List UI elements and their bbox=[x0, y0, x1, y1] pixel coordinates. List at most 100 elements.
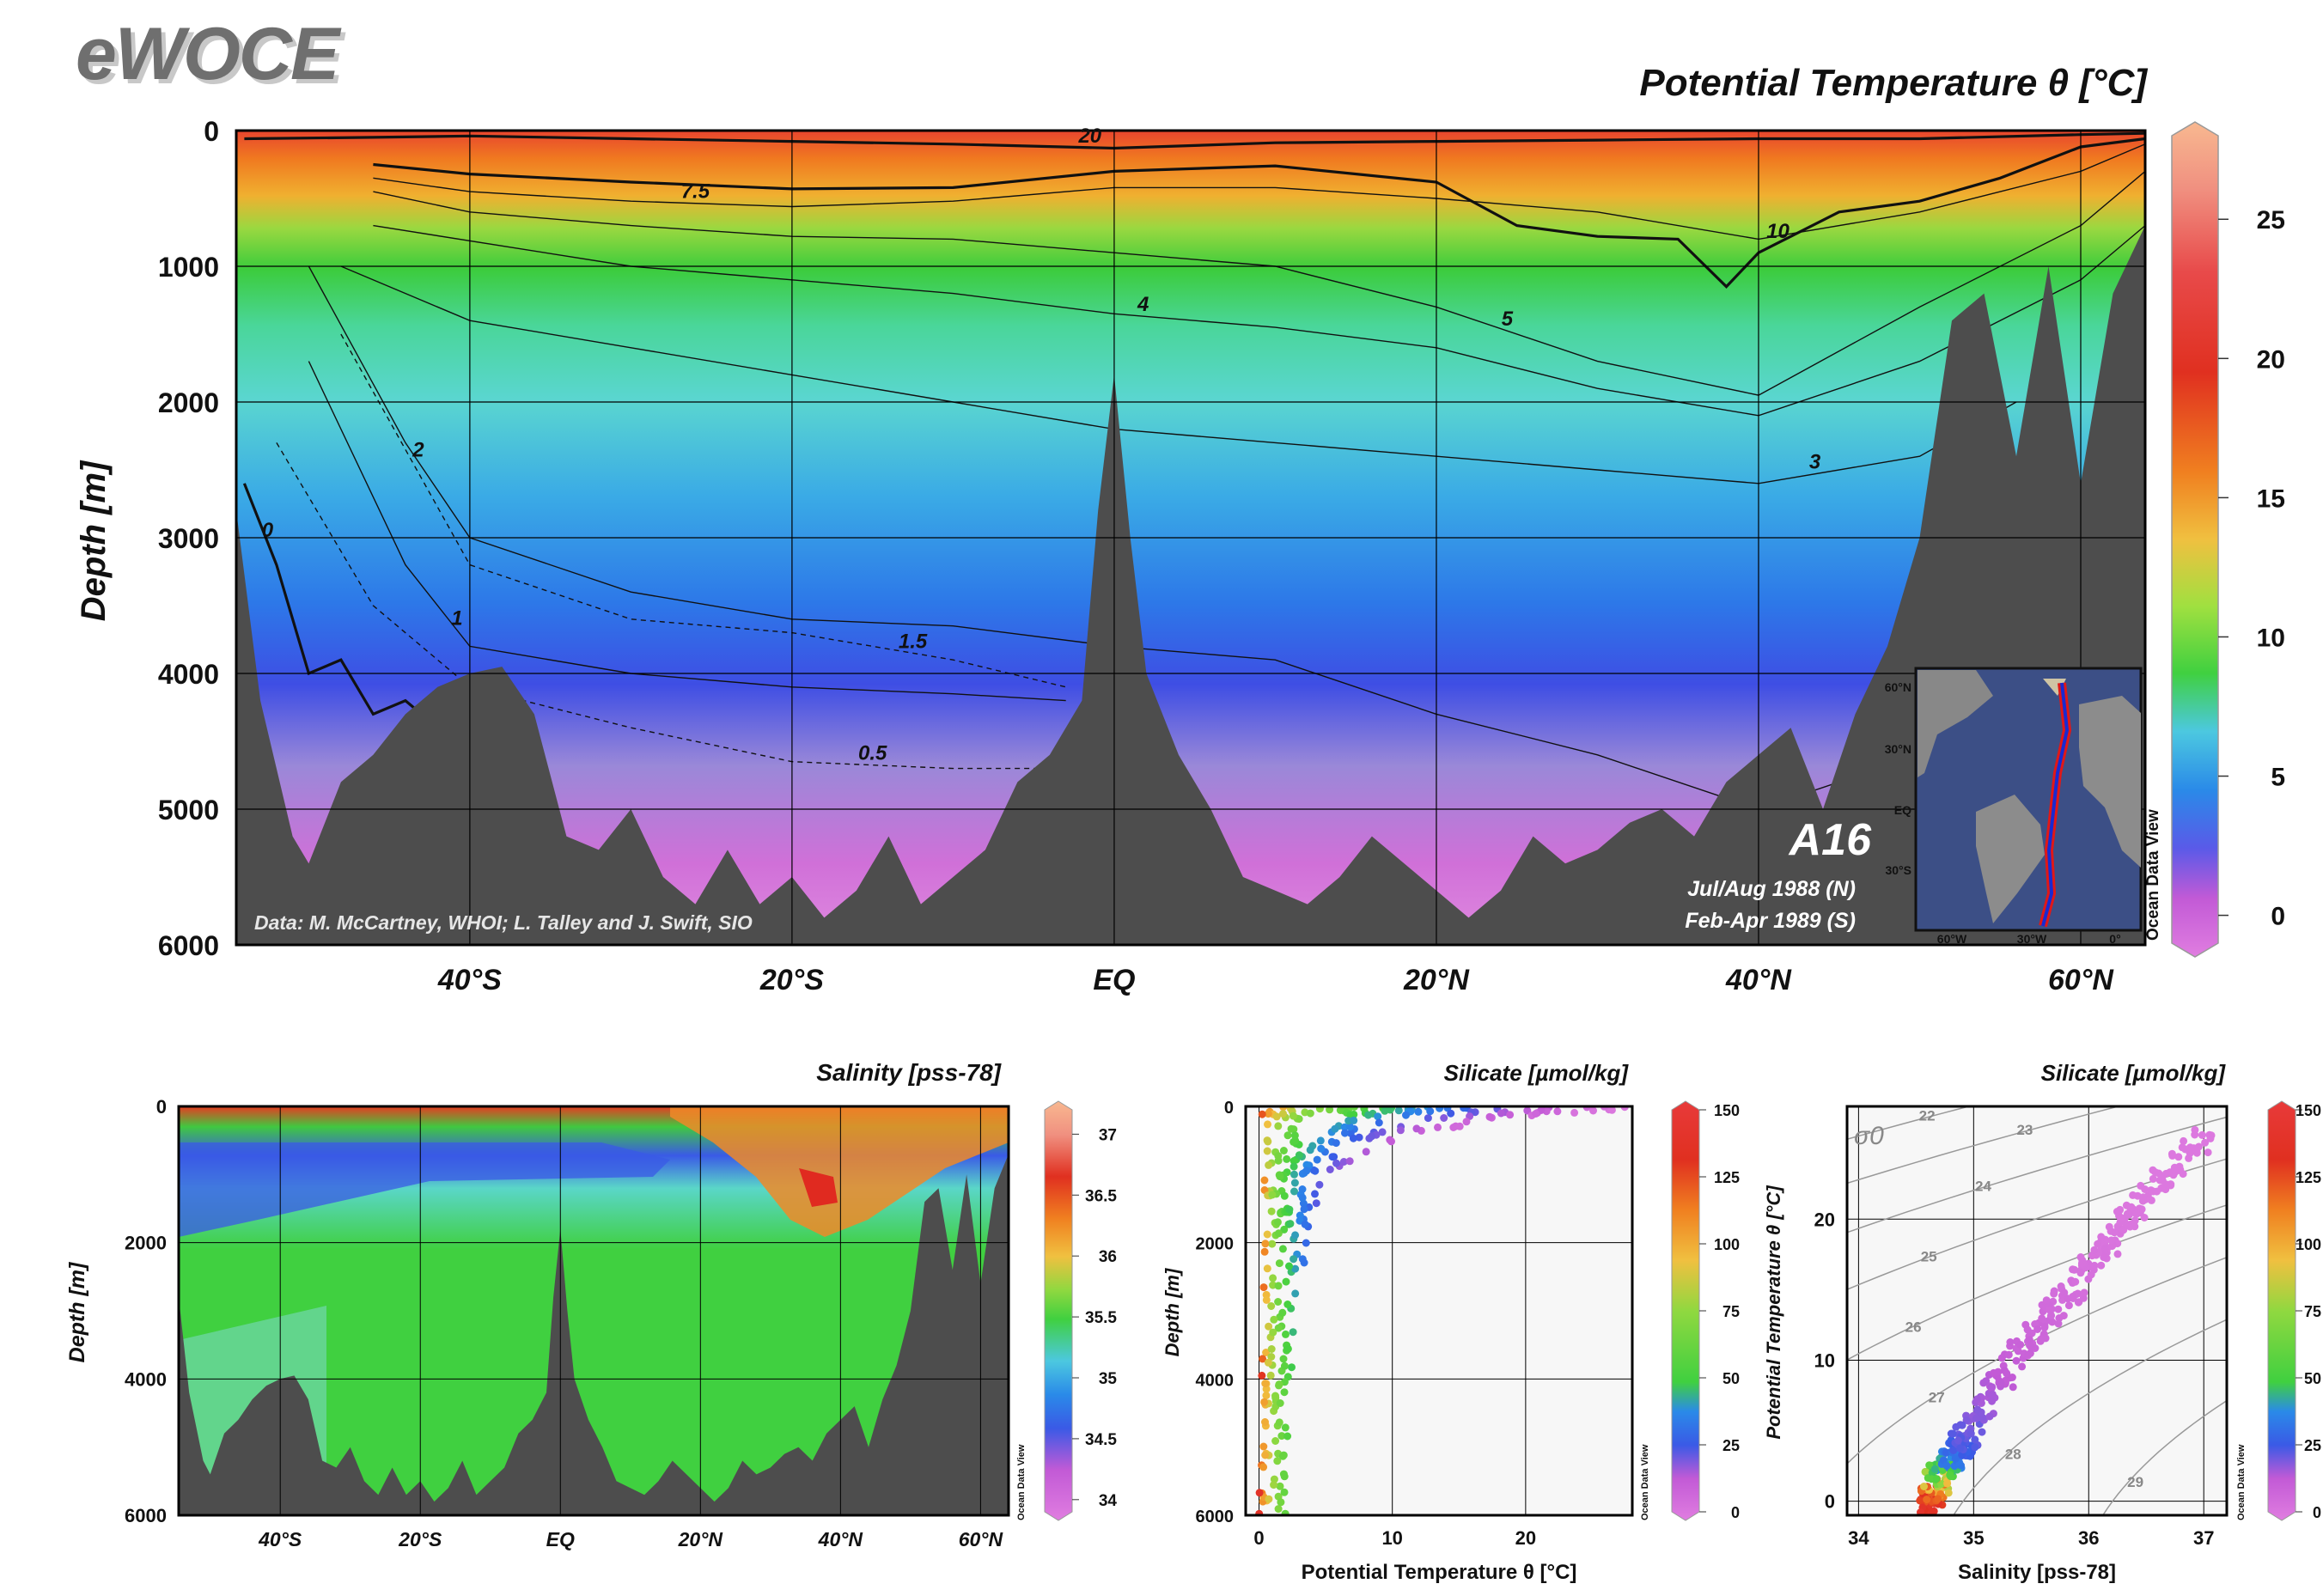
silicate-depth-point bbox=[1265, 1322, 1273, 1331]
ts-point bbox=[2117, 1214, 2125, 1222]
ts-point bbox=[1987, 1384, 1996, 1392]
silicate-depth-point bbox=[1291, 1264, 1300, 1273]
silicate-depth-point bbox=[1275, 1380, 1283, 1389]
silicate-depth-point bbox=[1291, 1231, 1300, 1240]
silicate-depth-point bbox=[1259, 1463, 1268, 1471]
silicate-depth-point bbox=[1267, 1302, 1276, 1310]
silicate-depth-point bbox=[1291, 1289, 1300, 1298]
cbar-tick-label: 15 bbox=[2257, 484, 2285, 513]
silicate-depth-point bbox=[1326, 1106, 1334, 1114]
ts-point bbox=[2025, 1336, 2033, 1344]
sil-cbar-tick-label: 150 bbox=[1714, 1102, 1740, 1119]
main-xtick-label: EQ bbox=[1093, 964, 1135, 996]
ts-point bbox=[2127, 1203, 2136, 1211]
isopycnal-29 bbox=[2102, 1399, 2227, 1515]
isopycnal-27 bbox=[1847, 1257, 2227, 1465]
silicate-depth-point bbox=[1362, 1148, 1370, 1156]
sal-xtick-label: 20°N bbox=[678, 1528, 723, 1550]
silicate-depth-point bbox=[1302, 1239, 1310, 1247]
isotherm-10 bbox=[373, 137, 2145, 289]
silicate-depth-point bbox=[1261, 1451, 1270, 1459]
isopycnal-label-23: 23 bbox=[2016, 1122, 2033, 1138]
silicate-depth-point bbox=[1285, 1262, 1293, 1270]
ts-point bbox=[2012, 1356, 2021, 1365]
silicate-depth-point bbox=[1280, 1388, 1289, 1397]
ts-point bbox=[2100, 1252, 2108, 1261]
silicate-depth-point bbox=[1270, 1481, 1278, 1489]
inset-lat-30s: 30°S bbox=[1885, 863, 1911, 877]
silicate-depth-point bbox=[1280, 1488, 1289, 1496]
silicate-depth-point bbox=[1274, 1324, 1283, 1332]
silicate-colorbar-a-ticks: 0 25 50 75 100 125 150 bbox=[1699, 1102, 1740, 1521]
silicate-depth-point bbox=[1258, 1110, 1266, 1118]
ts-point bbox=[2033, 1325, 2042, 1333]
main-axes: 40°S 20°S EQ 20°N 40°N 60°N 0 1000 2000 3000 4000 5… bbox=[158, 116, 2115, 996]
silicate-depth-point bbox=[1276, 1399, 1284, 1407]
ts-point bbox=[1958, 1421, 1966, 1429]
silicate-depth-point bbox=[1290, 1131, 1299, 1140]
contour-label-20: 20 bbox=[1077, 125, 1101, 148]
silicate-depth-point bbox=[1332, 1159, 1340, 1167]
contour-label-0: 0 bbox=[262, 519, 274, 542]
silicate-depth-point bbox=[1280, 1361, 1289, 1370]
sal-xtick-label: 60°N bbox=[959, 1528, 1003, 1550]
silicate-depth-point bbox=[1276, 1482, 1284, 1490]
ts-point bbox=[1954, 1436, 1962, 1445]
ts-point bbox=[2169, 1171, 2178, 1179]
salinity-field bbox=[179, 1106, 1009, 1515]
ts-point bbox=[2149, 1166, 2157, 1174]
ts-cbar-tick-label: 50 bbox=[2304, 1370, 2321, 1387]
inset-lat-eq: EQ bbox=[1894, 803, 1911, 817]
sal-cbar-tick-label: 35 bbox=[1099, 1370, 1118, 1388]
silicate-depth-point bbox=[1260, 1398, 1269, 1406]
silicate-depth-point bbox=[1345, 1123, 1354, 1131]
ts-point bbox=[2060, 1288, 2069, 1297]
silicate-depth-point bbox=[1306, 1146, 1314, 1154]
sil-ytick-label: 0 bbox=[1224, 1099, 1234, 1118]
contour-label-10: 10 bbox=[1766, 220, 1790, 243]
silicate-depth-point bbox=[1274, 1122, 1283, 1130]
silicate-depth-point bbox=[1281, 1509, 1290, 1515]
silicate-depth-point bbox=[1265, 1160, 1273, 1169]
salinity-panel-title: Salinity [pss-78] bbox=[816, 1059, 1002, 1086]
sil-ytick-label: 2000 bbox=[1196, 1235, 1235, 1254]
ts-point bbox=[2204, 1148, 2212, 1157]
silicate-depth-point bbox=[1290, 1157, 1298, 1165]
silicate-depth-point bbox=[1350, 1116, 1358, 1124]
ts-point bbox=[1971, 1443, 1979, 1452]
silicate-depth-ylabel: Depth [m] bbox=[1162, 1268, 1183, 1356]
ts-point bbox=[2016, 1341, 2025, 1349]
south-america bbox=[1976, 795, 2045, 923]
isotherm-0 bbox=[242, 483, 439, 729]
silicate-depth-point bbox=[1290, 1187, 1298, 1196]
ts-point bbox=[2076, 1269, 2085, 1277]
silicate-depth-point bbox=[1289, 1328, 1297, 1337]
silicate-depth-frame bbox=[1244, 1105, 1634, 1517]
ts-point bbox=[2080, 1288, 2088, 1297]
ts-point bbox=[2110, 1228, 2119, 1237]
silicate-depth-point bbox=[1364, 1111, 1373, 1119]
silicate-depth-point bbox=[1286, 1220, 1295, 1228]
silicate-depth-point bbox=[1386, 1106, 1394, 1114]
ts-point bbox=[2194, 1142, 2203, 1151]
sal-xtick-label: EQ bbox=[546, 1528, 575, 1550]
silicate-depth-point bbox=[1274, 1152, 1283, 1160]
silicate-depth-point bbox=[1553, 1107, 1562, 1116]
sal-xtick-label: 40°S bbox=[258, 1528, 302, 1550]
ts-xlabel: Salinity [pss-78] bbox=[1958, 1561, 2116, 1584]
silicate-depth-point bbox=[1281, 1423, 1290, 1432]
ts-cbar-tick-label: 150 bbox=[2296, 1102, 2321, 1119]
ts-point bbox=[2186, 1149, 2194, 1157]
ts-point bbox=[2074, 1298, 2082, 1307]
silicate-depth-point bbox=[1283, 1131, 1292, 1140]
ts-point bbox=[2009, 1383, 2017, 1392]
inset-lon-0: 0° bbox=[2109, 932, 2120, 946]
silicate-depth-point bbox=[1440, 1114, 1448, 1122]
silicate-depth-point bbox=[1532, 1110, 1540, 1118]
silicate-depth-point bbox=[1412, 1124, 1421, 1133]
silicate-depth-point bbox=[1255, 1489, 1264, 1497]
silicate-depth-title: Silicate [µmol/kg] bbox=[1444, 1060, 1630, 1086]
silicate-depth-point bbox=[1271, 1437, 1280, 1445]
odv-watermark-silicate: Ocean Data View bbox=[1640, 1444, 1650, 1520]
ts-point bbox=[2097, 1261, 2106, 1270]
